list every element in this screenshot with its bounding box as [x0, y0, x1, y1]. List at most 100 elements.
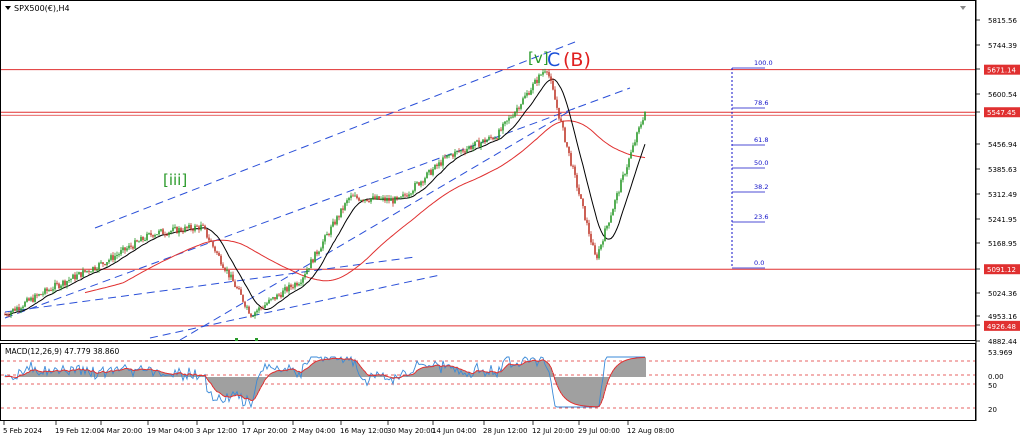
time-tick-label: 17 Apr 20:00 — [242, 427, 288, 435]
macd-bar — [372, 375, 374, 377]
macd-signal-line — [5, 356, 646, 408]
price-tag-label: 5547.45 — [987, 109, 1016, 117]
time-tick-label: 5 Feb 2024 — [3, 427, 43, 435]
candle-body — [66, 280, 68, 286]
candle-body — [334, 221, 336, 225]
candle-body — [408, 194, 410, 197]
candle-body — [368, 201, 370, 203]
candle-body — [38, 294, 40, 296]
macd-bar — [154, 370, 156, 377]
candle-body — [278, 294, 280, 296]
candle-body — [608, 222, 610, 226]
candle-body — [200, 224, 202, 230]
time-tick-label: 12 Jul 20:00 — [532, 427, 574, 435]
candle-body — [302, 277, 304, 283]
candle-body — [160, 229, 162, 231]
candle-body — [616, 193, 618, 201]
macd-bar — [314, 362, 316, 377]
macd-bar — [28, 372, 30, 377]
macd-bar — [178, 372, 180, 377]
macd-bar — [604, 377, 606, 391]
candle-body — [232, 274, 234, 282]
macd-bar — [78, 368, 80, 377]
candle-body — [298, 283, 300, 286]
candle-body — [620, 179, 622, 193]
candle-body — [638, 127, 640, 133]
macd-bar — [592, 377, 594, 407]
candle-body — [32, 297, 34, 302]
candle-body — [90, 271, 92, 273]
macd-bar — [564, 377, 566, 399]
macd-bar — [120, 369, 122, 377]
candle-body — [144, 240, 146, 242]
candle-body — [524, 95, 526, 99]
candle-body — [202, 224, 204, 226]
macd-bar — [240, 377, 242, 396]
macd-bar — [580, 377, 582, 406]
candle-body — [566, 142, 568, 147]
macd-bar — [416, 370, 418, 377]
macd-bar — [450, 366, 452, 377]
time-tick-label: 4 Mar 20:00 — [100, 427, 142, 435]
candle-body — [400, 196, 402, 198]
macd-bar — [38, 371, 40, 377]
candle-body — [428, 169, 430, 173]
candle-body — [254, 312, 256, 316]
candle-body — [502, 123, 504, 131]
candle-body — [406, 195, 408, 197]
candle-body — [322, 241, 324, 249]
candle-body — [196, 225, 198, 227]
macd-bar — [562, 377, 564, 396]
time-tick-label: 19 Feb 12:00 — [55, 427, 101, 435]
middle-channel-line — [4, 87, 631, 319]
candle-body — [382, 197, 384, 199]
candle-body — [214, 246, 216, 252]
macd-bar — [522, 363, 524, 377]
candle-body — [228, 269, 230, 278]
candle-body — [496, 138, 498, 140]
wave-label-ii-fragment — [235, 338, 258, 341]
candle-body — [434, 164, 436, 170]
macd-bar — [104, 372, 106, 377]
candle-body — [74, 274, 76, 280]
candle-body — [52, 289, 54, 291]
wave-label-C: C — [547, 49, 560, 71]
macd-bar — [502, 369, 504, 377]
candle-body — [364, 199, 366, 201]
macd-bar — [504, 367, 506, 377]
wave-label-iii: [iii] — [163, 171, 187, 189]
candle-body — [552, 80, 554, 90]
candle-body — [94, 266, 96, 270]
candle-body — [478, 140, 480, 147]
candle-body — [274, 297, 276, 300]
macd-bar — [376, 374, 378, 377]
candle-body — [404, 194, 406, 196]
candle-body — [526, 92, 528, 96]
macd-bar — [334, 358, 336, 377]
macd-bar — [576, 377, 578, 405]
macd-bar — [260, 377, 262, 388]
macd-bar — [602, 377, 604, 399]
macd-tick-label: 20 — [988, 406, 997, 414]
price-tag-label: 5091.12 — [987, 266, 1016, 274]
candle-body — [86, 270, 88, 272]
header-dropdown-icon[interactable] — [5, 6, 11, 10]
macd-bar — [72, 369, 74, 377]
candle-body — [72, 274, 74, 279]
macd-bar — [506, 365, 508, 377]
macd-bar — [434, 365, 436, 377]
candle-body — [426, 172, 428, 179]
macd-bar — [616, 365, 618, 377]
macd-bar — [368, 375, 370, 377]
macd-bar — [528, 361, 530, 377]
candle-body — [448, 155, 450, 157]
macd-bar — [544, 360, 546, 377]
macd-bar — [90, 371, 92, 377]
macd-bar — [520, 364, 522, 377]
macd-bar — [412, 374, 414, 377]
macd-tick-label: 53.969 — [988, 349, 1013, 357]
macd-bar — [336, 358, 338, 377]
candle-body — [612, 209, 614, 216]
macd-bar — [532, 360, 534, 377]
candle-body — [76, 274, 78, 280]
